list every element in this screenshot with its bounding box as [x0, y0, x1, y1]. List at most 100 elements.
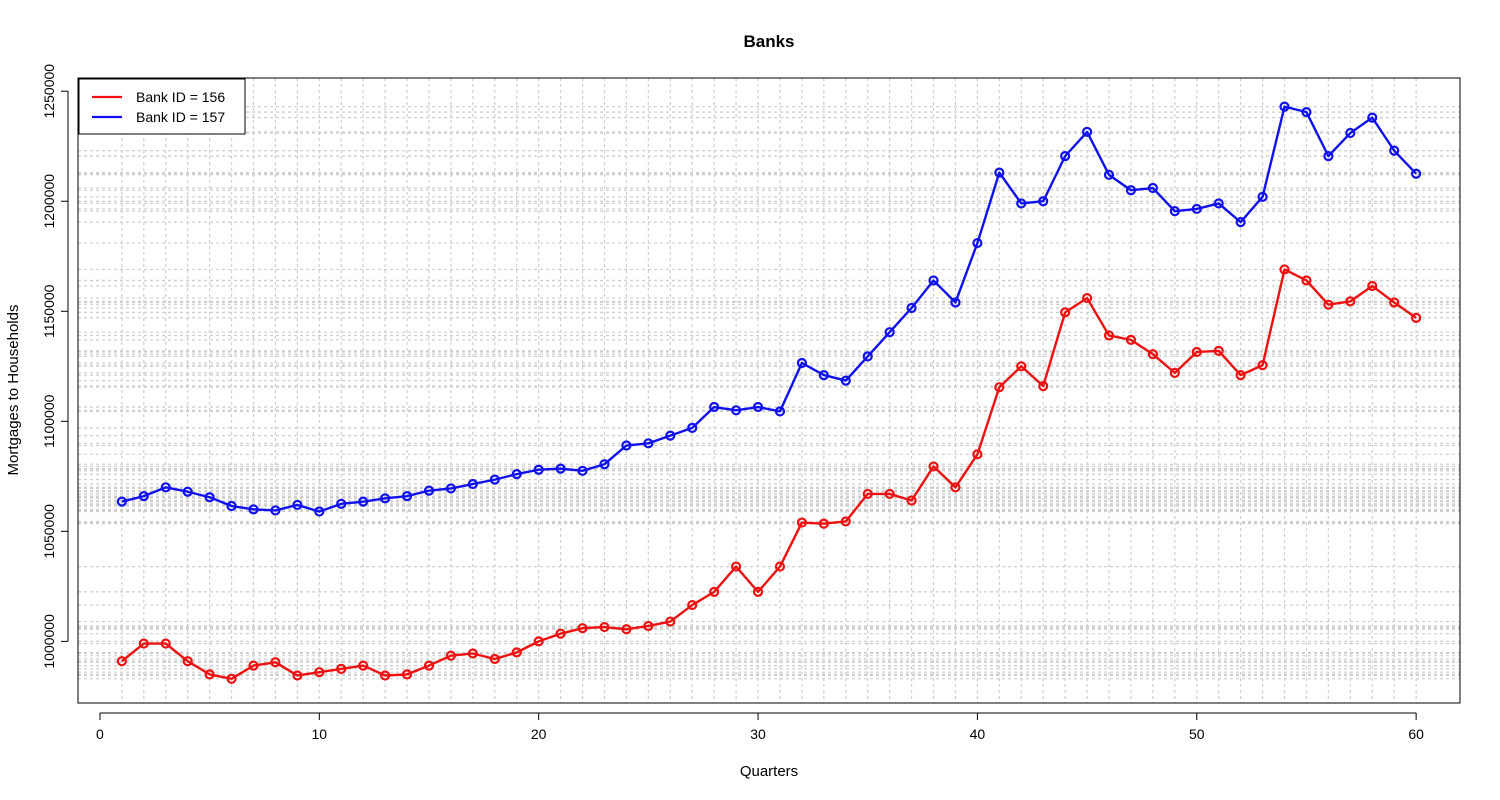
data-point-s0-q16 — [445, 650, 457, 661]
data-point-s1-q16 — [445, 483, 457, 494]
data-point-s1-q51 — [1213, 198, 1224, 209]
data-point-s1-q36 — [884, 327, 895, 338]
data-point-s1-q15 — [423, 485, 435, 496]
data-point-s1-q12 — [358, 496, 369, 507]
x-tick-label-10: 10 — [312, 726, 328, 742]
data-point-s0-q33 — [818, 518, 829, 529]
series-0 — [116, 264, 1422, 684]
data-point-s0-q17 — [467, 648, 478, 659]
data-point-s0-q8 — [270, 657, 281, 668]
y-tick-label-1200000: 1200000 — [41, 174, 57, 229]
data-point-s1-q14 — [401, 491, 413, 502]
data-point-s1-q19 — [511, 469, 522, 480]
y-tick-label-1150000: 1150000 — [41, 284, 57, 338]
data-point-s1-q57 — [1345, 127, 1356, 139]
data-point-s0-q18 — [489, 653, 500, 665]
data-point-s0-q5 — [204, 669, 215, 680]
data-point-s1-q32 — [796, 357, 808, 369]
data-point-s0-q2 — [138, 638, 149, 649]
data-point-s1-q52 — [1235, 217, 1246, 228]
x-tick-label-40: 40 — [970, 726, 986, 742]
series-1 — [116, 101, 1422, 517]
data-point-s1-q5 — [204, 492, 215, 503]
y-axis: 1000000 1050000 1100000 1150000 1200000 12500… — [41, 64, 69, 669]
data-point-s1-q21 — [555, 463, 566, 474]
legend: Bank ID = 156 Bank ID = 157 — [78, 78, 246, 135]
data-point-s0-q14 — [401, 669, 413, 680]
data-point-s0-q15 — [423, 660, 435, 671]
data-point-s1-q24 — [621, 440, 632, 451]
data-point-s1-q23 — [599, 459, 610, 470]
x-tick-label-50: 50 — [1189, 726, 1205, 742]
data-point-s1-q37 — [906, 302, 917, 314]
data-point-s0-q31 — [774, 561, 786, 572]
data-point-s0-q36 — [884, 488, 895, 500]
series-line-1 — [121, 105, 1417, 513]
y-tick-label-1250000: 1250000 — [41, 64, 57, 119]
x-tick-label-20: 20 — [531, 726, 547, 742]
data-point-s0-q40 — [972, 449, 983, 460]
data-point-s0-q54 — [1279, 264, 1290, 275]
data-point-s1-q4 — [182, 486, 193, 497]
data-point-s0-q35 — [862, 488, 873, 500]
data-point-s1-q30 — [752, 401, 764, 413]
data-point-s1-q35 — [862, 351, 873, 362]
data-point-s1-q45 — [1081, 126, 1093, 138]
x-tick-label-0: 0 — [96, 726, 104, 742]
data-point-s0-q46 — [1103, 330, 1115, 341]
data-point-s0-q20 — [533, 636, 544, 647]
data-point-s0-q47 — [1125, 334, 1137, 345]
data-point-s0-q59 — [1389, 297, 1400, 308]
data-point-s1-q48 — [1147, 182, 1158, 194]
data-point-s0-q28 — [709, 586, 720, 597]
y-tick-label-1050000: 1050000 — [41, 504, 57, 559]
data-point-s1-q38 — [928, 275, 939, 286]
data-point-s1-q6 — [226, 500, 237, 512]
data-point-s0-q42 — [1016, 361, 1027, 372]
data-point-s1-q41 — [994, 167, 1005, 178]
data-point-s0-q57 — [1345, 296, 1356, 307]
data-point-s1-q17 — [467, 478, 478, 490]
data-point-s1-q33 — [818, 369, 829, 381]
data-point-s1-q13 — [380, 493, 391, 504]
data-point-s0-q50 — [1191, 346, 1202, 358]
data-point-s1-q20 — [533, 464, 544, 475]
data-point-s0-q48 — [1147, 349, 1158, 360]
data-point-s1-q44 — [1060, 151, 1071, 162]
data-point-s1-q8 — [270, 505, 281, 516]
legend-label-bank-157: Bank ID = 157 — [136, 109, 225, 125]
data-point-s1-q29 — [730, 405, 742, 416]
data-point-s0-q38 — [928, 461, 939, 472]
data-point-s1-q42 — [1016, 198, 1027, 209]
data-point-s0-q3 — [160, 638, 171, 649]
data-point-s0-q21 — [555, 628, 566, 639]
x-tick-label-30: 30 — [750, 726, 766, 742]
data-point-s1-q60 — [1411, 168, 1422, 179]
data-point-s0-q1 — [116, 656, 127, 667]
y-tick-label-1000000: 1000000 — [41, 614, 57, 669]
data-point-s0-q37 — [906, 495, 917, 506]
data-point-s0-q23 — [599, 621, 610, 633]
data-point-s1-q2 — [138, 491, 149, 502]
data-point-s1-q43 — [1038, 196, 1049, 207]
data-point-s0-q26 — [665, 616, 676, 627]
data-point-s1-q50 — [1191, 203, 1202, 215]
legend-label-bank-156: Bank ID = 156 — [136, 89, 225, 105]
data-point-s1-q40 — [972, 237, 983, 249]
data-point-s0-q13 — [380, 670, 391, 681]
data-point-s0-q25 — [643, 620, 654, 632]
data-point-s1-q1 — [116, 496, 127, 507]
data-point-s1-q54 — [1279, 101, 1290, 112]
data-point-s0-q6 — [226, 673, 237, 684]
grid-layer — [78, 78, 1460, 703]
data-point-s0-q49 — [1169, 367, 1180, 378]
x-axis: 0 10 20 30 40 50 60 — [96, 712, 1424, 742]
data-point-s1-q56 — [1323, 151, 1334, 162]
data-point-s1-q31 — [774, 406, 786, 417]
data-point-s0-q24 — [621, 624, 632, 635]
data-point-s1-q28 — [709, 401, 720, 413]
data-point-s1-q10 — [314, 506, 325, 517]
data-point-s1-q25 — [643, 438, 654, 449]
data-point-s0-q34 — [840, 516, 851, 527]
data-point-s0-q19 — [511, 647, 522, 658]
